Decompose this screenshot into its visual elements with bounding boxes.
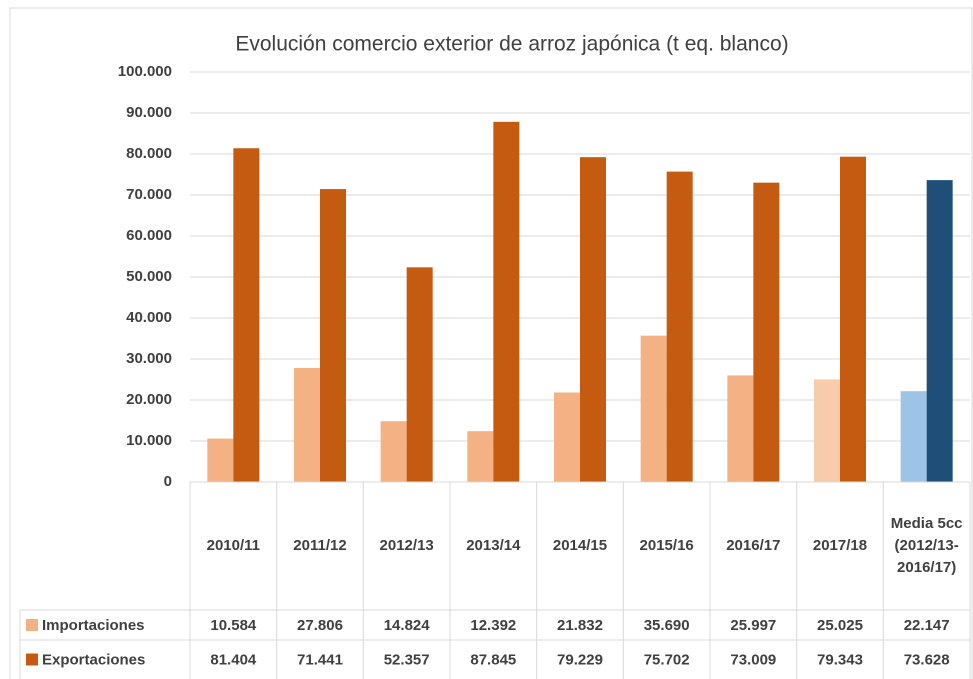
x-tick-label: 2014/15 [552,537,608,554]
bar [233,148,260,483]
bar [406,267,433,482]
data-label: 73.628 [904,651,950,668]
x-category-cell: 2014/15 [552,537,608,554]
legend-swatch [26,619,38,631]
x-category-cell: 2017/18 [812,537,868,554]
data-label: 35.690 [644,617,690,634]
bar [554,392,580,482]
y-tick-label: 80.000 [126,145,172,162]
x-tick-label: Media 5cc (2012/13-2016/17) [890,515,963,576]
data-label: 81.404 [210,651,257,668]
x-tick-label: 2017/18 [812,537,868,554]
x-category-cell: 2015/16 [639,537,694,554]
bar [207,438,234,482]
bar [840,156,866,482]
data-label: 75.702 [644,651,690,668]
bar [380,421,407,482]
x-tick-label: 2016/17 [726,537,781,554]
y-tick-label: 40.000 [126,309,172,326]
y-tick-label: 50.000 [126,268,172,285]
x-category-cell: 2010/11 [206,537,261,554]
data-label: 71.441 [297,651,343,668]
x-tick-label: 2011/12 [293,537,347,554]
bar [467,431,494,482]
y-tick-label: 90.000 [126,104,172,121]
bar [926,180,953,483]
y-tick-label: 70.000 [126,186,172,203]
y-tick-label: 100.000 [118,63,172,80]
data-label: 25.997 [730,617,776,634]
chart-border [9,7,973,679]
data-label: 21.832 [557,617,603,634]
x-tick-label: 2010/11 [206,537,261,554]
x-tick-label: 2013/14 [466,537,521,554]
y-tick-label: 60.000 [126,227,172,244]
chart-title: Evolución comercio exterior de arroz jap… [235,33,788,56]
bar [900,391,927,482]
data-label: 25.025 [817,617,863,634]
bar [320,189,346,482]
x-category-cell: 2016/17 [726,537,781,554]
bar [580,157,606,482]
data-label: 10.584 [210,617,257,634]
legend-label: Exportaciones [42,651,145,668]
bar [727,375,754,482]
bar [294,367,320,482]
data-label: 79.229 [557,651,603,668]
data-label: 22.147 [904,617,950,634]
data-label: 12.392 [470,617,516,634]
legend-label: Importaciones [42,617,145,634]
data-label: 87.845 [470,651,516,668]
x-category-cell: 2011/12 [293,537,347,554]
data-label: 27.806 [297,617,343,634]
data-label: 14.824 [384,617,431,634]
data-label: 52.357 [384,651,430,668]
bar [640,335,667,482]
bar [493,121,520,482]
y-tick-label: 30.000 [126,350,172,367]
x-tick-label: 2012/13 [379,537,434,554]
y-tick-label: 10.000 [126,432,172,449]
bar [814,379,840,482]
x-tick-label: 2015/16 [639,537,694,554]
x-category-cell: 2013/14 [466,537,521,554]
y-tick-label: 0 [164,473,172,490]
data-label: 79.343 [817,651,863,668]
bar [753,182,780,483]
data-label: 73.009 [730,651,776,668]
y-tick-label: 20.000 [126,391,172,408]
bar [666,171,693,482]
legend-swatch [26,653,38,666]
x-category-cell: Media 5cc (2012/13-2016/17) [890,515,963,576]
x-category-cell: 2012/13 [379,537,434,554]
